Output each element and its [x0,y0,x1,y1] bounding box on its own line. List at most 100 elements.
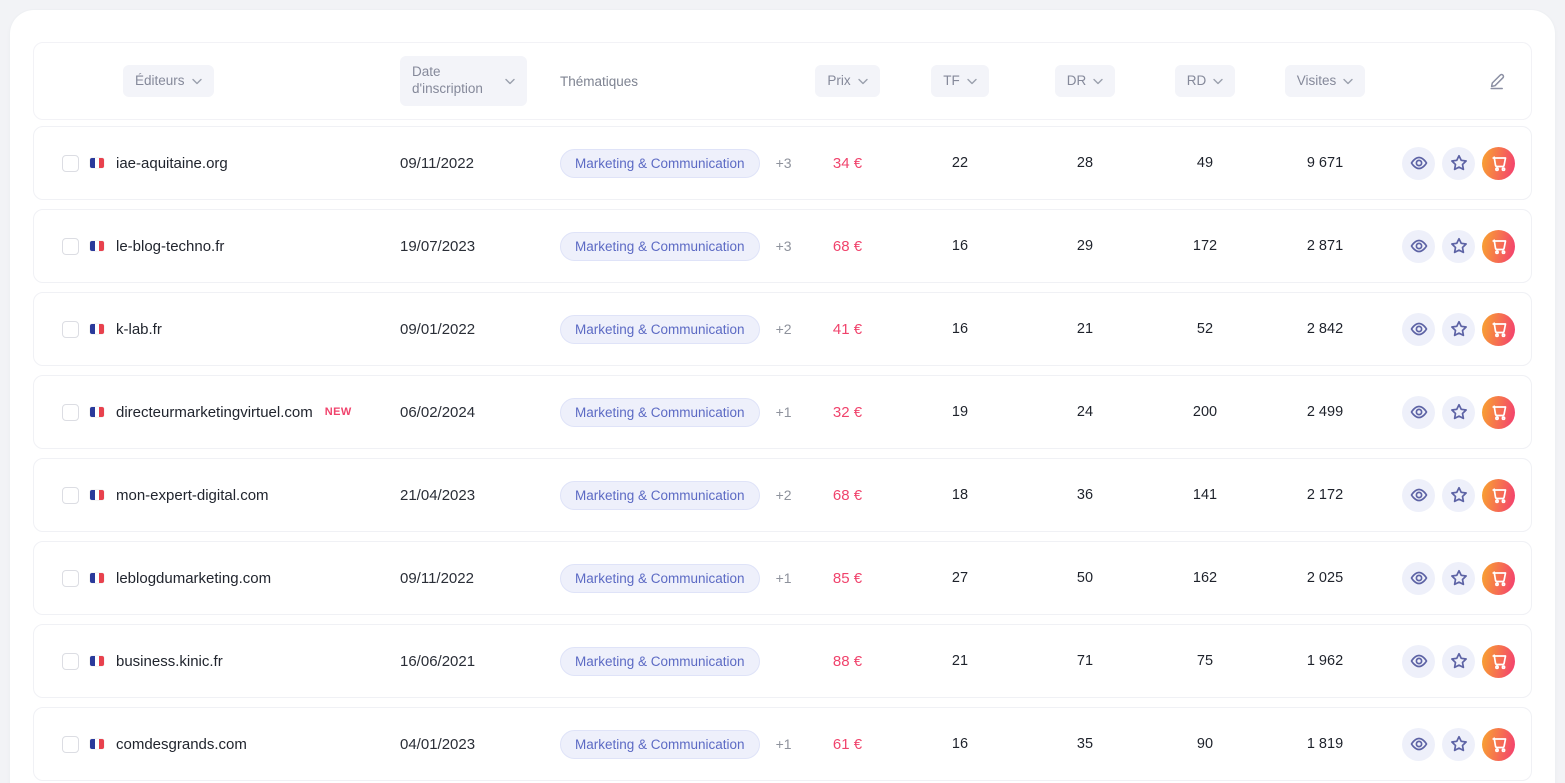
dr-filter-dropdown[interactable]: DR [1054,64,1116,98]
domain-link[interactable]: comdesgrands.com [116,735,247,753]
add-to-cart-button[interactable] [1482,312,1515,346]
tf-filter-label: TF [943,72,960,88]
theme-badge[interactable]: Marketing & Communication [560,231,760,261]
favorite-star-button[interactable] [1442,395,1475,429]
theme-badge[interactable]: Marketing & Communication [560,314,760,344]
preview-eye-button[interactable] [1402,395,1435,429]
preview-eye-button[interactable] [1402,644,1435,678]
row-checkbox[interactable] [61,154,79,172]
dr-value: 50 [1076,570,1094,586]
visits-value: 1 819 [1306,736,1344,752]
theme-more-count: +2 [775,487,792,503]
registration-date: 09/11/2022 [400,154,474,172]
price-filter-dropdown[interactable]: Prix [815,64,880,98]
favorite-star-button[interactable] [1442,146,1475,180]
theme-more-count: +3 [775,155,792,171]
preview-eye-button[interactable] [1402,312,1435,346]
visits-value: 2 871 [1306,238,1344,254]
edit-columns-button[interactable] [1481,64,1515,98]
star-icon [1450,320,1467,337]
visits-value: 9 671 [1306,155,1344,171]
row-checkbox[interactable] [61,320,79,338]
preview-eye-button[interactable] [1402,727,1435,761]
eye-icon [1410,737,1427,751]
row-checkbox[interactable] [61,403,79,421]
visits-filter-label: Visites [1296,72,1337,88]
row-checkbox[interactable] [61,652,79,670]
theme-badge[interactable]: Marketing & Communication [560,480,760,510]
date-filter-dropdown[interactable]: Date d'inscription [400,56,527,106]
chevron-down-icon [1343,78,1353,84]
theme-badge[interactable]: Marketing & Communication [560,397,760,427]
domain-link[interactable]: k-lab.fr [116,320,162,338]
cart-icon [1491,488,1506,504]
domain-link[interactable]: mon-expert-digital.com [116,486,269,504]
rd-filter-dropdown[interactable]: RD [1174,64,1236,98]
favorite-star-button[interactable] [1442,478,1475,512]
add-to-cart-button[interactable] [1482,561,1515,595]
chevron-down-icon [967,78,977,84]
add-to-cart-button[interactable] [1482,146,1515,180]
rd-value: 141 [1192,487,1218,503]
flag-france-icon [90,739,104,749]
favorite-star-button[interactable] [1442,561,1475,595]
price-value: 32 € [832,403,863,421]
visits-value: 2 172 [1306,487,1344,503]
cart-icon [1491,654,1506,670]
flag-france-icon [90,158,104,168]
add-to-cart-button[interactable] [1482,229,1515,263]
tf-value: 19 [951,404,969,420]
theme-badge[interactable]: Marketing & Communication [560,148,760,178]
cart-icon [1491,737,1506,753]
editors-filter-label: Éditeurs [135,72,185,88]
registration-date: 19/07/2023 [400,237,476,255]
theme-more-count: +1 [775,736,792,752]
row-checkbox[interactable] [61,735,79,753]
rd-value: 52 [1196,321,1214,337]
theme-badge[interactable]: Marketing & Communication [560,563,760,593]
flag-france-icon [90,490,104,500]
row-checkbox[interactable] [61,569,79,587]
theme-badge[interactable]: Marketing & Communication [560,729,760,759]
add-to-cart-button[interactable] [1482,395,1515,429]
eye-icon [1410,239,1427,253]
tf-filter-dropdown[interactable]: TF [931,64,989,98]
preview-eye-button[interactable] [1402,561,1435,595]
preview-eye-button[interactable] [1402,229,1435,263]
chevron-down-icon [191,78,202,84]
domain-link[interactable]: le-blog-techno.fr [116,237,225,255]
preview-eye-button[interactable] [1402,478,1435,512]
table-row: leblogdumarketing.com 09/11/2022 Marketi… [33,541,1532,615]
add-to-cart-button[interactable] [1482,644,1515,678]
visits-filter-dropdown[interactable]: Visites [1284,64,1366,98]
add-to-cart-button[interactable] [1482,478,1515,512]
theme-more-count: +2 [775,321,792,337]
price-filter-label: Prix [827,72,851,88]
rd-value: 162 [1192,570,1218,586]
theme-more-count: +1 [775,570,792,586]
star-icon [1450,486,1467,503]
dr-value: 35 [1076,736,1094,752]
domain-link[interactable]: business.kinic.fr [116,652,223,670]
rd-value: 49 [1196,155,1214,171]
registration-date: 09/11/2022 [400,569,474,587]
favorite-star-button[interactable] [1442,727,1475,761]
dr-value: 29 [1076,238,1094,254]
add-to-cart-button[interactable] [1482,727,1515,761]
domain-link[interactable]: leblogdumarketing.com [116,569,272,587]
favorite-star-button[interactable] [1442,312,1475,346]
row-checkbox[interactable] [61,237,79,255]
preview-eye-button[interactable] [1402,146,1435,180]
chevron-down-icon [1093,78,1103,84]
price-value: 34 € [832,154,863,172]
row-checkbox[interactable] [61,486,79,504]
table-row: directeurmarketingvirtuel.com NEW 06/02/… [33,375,1532,449]
cart-icon [1491,322,1506,338]
theme-badge[interactable]: Marketing & Communication [560,646,760,676]
rd-value: 75 [1196,653,1214,669]
favorite-star-button[interactable] [1442,229,1475,263]
favorite-star-button[interactable] [1442,644,1475,678]
domain-link[interactable]: iae-aquitaine.org [116,154,228,172]
editors-filter-dropdown[interactable]: Éditeurs [123,64,214,98]
domain-link[interactable]: directeurmarketingvirtuel.com [116,403,313,421]
